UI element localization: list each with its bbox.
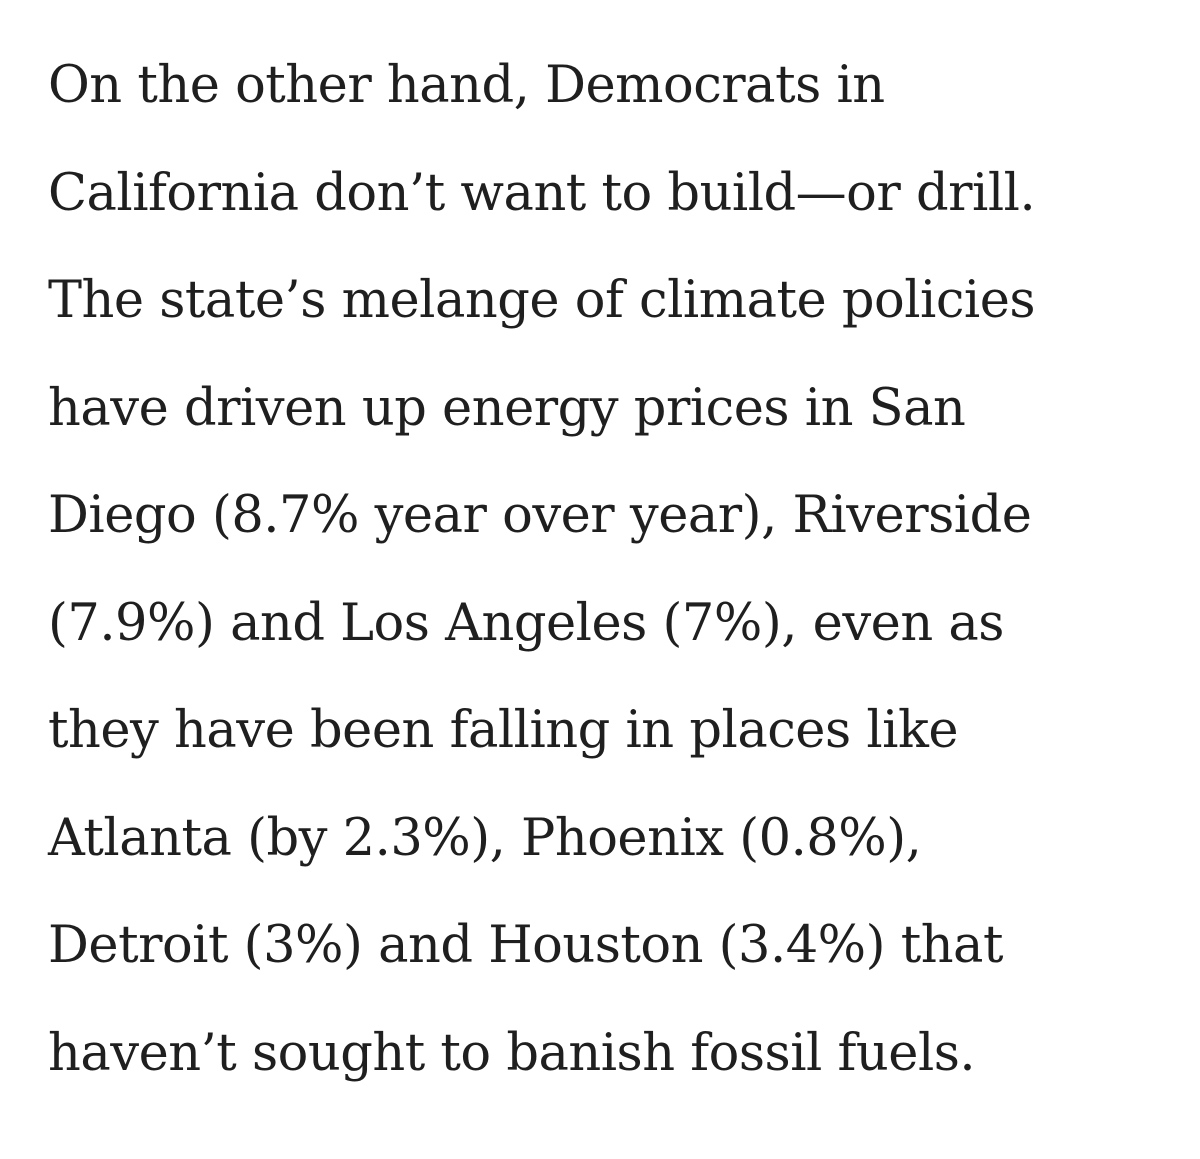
paragraph-line: On the other hand, Democrats in xyxy=(48,56,885,115)
paragraph-line: have driven up energy prices in San xyxy=(48,378,966,438)
paragraph-line: (7.9%) and Los Angeles (7%), even as xyxy=(48,593,1004,653)
paragraph-line: California don’t want to build—or drill. xyxy=(48,163,1036,223)
article-paragraph: On the other hand, Democrats in Californ… xyxy=(48,32,1178,1107)
paragraph-line: haven’t sought to banish fossil fuels. xyxy=(48,1023,976,1083)
paragraph-line: Diego (8.7% year over year), Riverside xyxy=(48,486,1032,545)
paragraph-line: Atlanta (by 2.3%), Phoenix (0.8%), xyxy=(48,808,922,868)
paragraph-line: they have been falling in places like xyxy=(48,701,959,760)
paragraph-line: The state’s melange of climate policies xyxy=(48,271,1036,330)
paragraph-line: Detroit (3%) and Houston (3.4%) that xyxy=(48,916,1003,975)
